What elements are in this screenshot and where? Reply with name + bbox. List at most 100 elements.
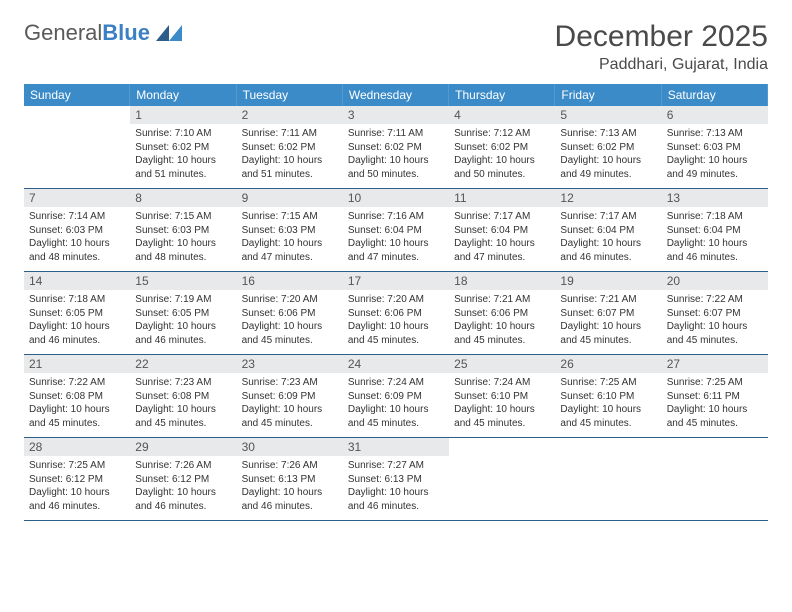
day-cell: 21Sunrise: 7:22 AMSunset: 6:08 PMDayligh… xyxy=(24,355,130,437)
day-cell: 26Sunrise: 7:25 AMSunset: 6:10 PMDayligh… xyxy=(555,355,661,437)
day-cell xyxy=(555,438,661,520)
logo-triangle-icon xyxy=(156,25,182,41)
dow-row: SundayMondayTuesdayWednesdayThursdayFrid… xyxy=(24,84,768,106)
daylight-line: Daylight: 10 hours and 45 minutes. xyxy=(454,320,550,347)
day-body: Sunrise: 7:25 AMSunset: 6:10 PMDaylight:… xyxy=(555,373,661,433)
day-cell: 15Sunrise: 7:19 AMSunset: 6:05 PMDayligh… xyxy=(130,272,236,354)
daylight-line: Daylight: 10 hours and 46 minutes. xyxy=(135,486,231,513)
day-number: 11 xyxy=(449,189,555,207)
day-number: 20 xyxy=(662,272,768,290)
day-cell: 31Sunrise: 7:27 AMSunset: 6:13 PMDayligh… xyxy=(343,438,449,520)
day-number: 6 xyxy=(662,106,768,124)
daylight-line: Daylight: 10 hours and 50 minutes. xyxy=(454,154,550,181)
day-number: 17 xyxy=(343,272,449,290)
daylight-line: Daylight: 10 hours and 46 minutes. xyxy=(560,237,656,264)
day-body: Sunrise: 7:26 AMSunset: 6:12 PMDaylight:… xyxy=(130,456,236,516)
sunset-line: Sunset: 6:06 PM xyxy=(242,307,338,321)
sunset-line: Sunset: 6:03 PM xyxy=(242,224,338,238)
sunset-line: Sunset: 6:04 PM xyxy=(667,224,763,238)
day-cell: 22Sunrise: 7:23 AMSunset: 6:08 PMDayligh… xyxy=(130,355,236,437)
daylight-line: Daylight: 10 hours and 48 minutes. xyxy=(135,237,231,264)
day-cell: 8Sunrise: 7:15 AMSunset: 6:03 PMDaylight… xyxy=(130,189,236,271)
day-body: Sunrise: 7:16 AMSunset: 6:04 PMDaylight:… xyxy=(343,207,449,267)
sunset-line: Sunset: 6:05 PM xyxy=(29,307,125,321)
sunset-line: Sunset: 6:02 PM xyxy=(135,141,231,155)
sunset-line: Sunset: 6:03 PM xyxy=(29,224,125,238)
day-cell: 16Sunrise: 7:20 AMSunset: 6:06 PMDayligh… xyxy=(237,272,343,354)
day-cell xyxy=(24,106,130,188)
daylight-line: Daylight: 10 hours and 45 minutes. xyxy=(135,403,231,430)
day-number: 31 xyxy=(343,438,449,456)
sunrise-line: Sunrise: 7:24 AM xyxy=(454,376,550,390)
daylight-line: Daylight: 10 hours and 46 minutes. xyxy=(348,486,444,513)
day-number: 12 xyxy=(555,189,661,207)
day-number: 25 xyxy=(449,355,555,373)
day-cell: 17Sunrise: 7:20 AMSunset: 6:06 PMDayligh… xyxy=(343,272,449,354)
day-number: 28 xyxy=(24,438,130,456)
day-number: 8 xyxy=(130,189,236,207)
day-number: 18 xyxy=(449,272,555,290)
day-cell: 20Sunrise: 7:22 AMSunset: 6:07 PMDayligh… xyxy=(662,272,768,354)
day-body: Sunrise: 7:15 AMSunset: 6:03 PMDaylight:… xyxy=(130,207,236,267)
daylight-line: Daylight: 10 hours and 49 minutes. xyxy=(667,154,763,181)
day-body: Sunrise: 7:27 AMSunset: 6:13 PMDaylight:… xyxy=(343,456,449,516)
day-cell xyxy=(662,438,768,520)
sunrise-line: Sunrise: 7:21 AM xyxy=(454,293,550,307)
dow-cell: Tuesday xyxy=(237,84,343,106)
daylight-line: Daylight: 10 hours and 51 minutes. xyxy=(242,154,338,181)
day-body: Sunrise: 7:21 AMSunset: 6:06 PMDaylight:… xyxy=(449,290,555,350)
day-cell: 27Sunrise: 7:25 AMSunset: 6:11 PMDayligh… xyxy=(662,355,768,437)
sunrise-line: Sunrise: 7:25 AM xyxy=(29,459,125,473)
day-cell: 25Sunrise: 7:24 AMSunset: 6:10 PMDayligh… xyxy=(449,355,555,437)
sunset-line: Sunset: 6:13 PM xyxy=(348,473,444,487)
day-number: 1 xyxy=(130,106,236,124)
day-body: Sunrise: 7:20 AMSunset: 6:06 PMDaylight:… xyxy=(237,290,343,350)
sunset-line: Sunset: 6:12 PM xyxy=(29,473,125,487)
day-cell: 13Sunrise: 7:18 AMSunset: 6:04 PMDayligh… xyxy=(662,189,768,271)
daylight-line: Daylight: 10 hours and 45 minutes. xyxy=(560,320,656,347)
day-body: Sunrise: 7:20 AMSunset: 6:06 PMDaylight:… xyxy=(343,290,449,350)
week-row: 21Sunrise: 7:22 AMSunset: 6:08 PMDayligh… xyxy=(24,355,768,438)
day-number: 10 xyxy=(343,189,449,207)
day-number: 14 xyxy=(24,272,130,290)
sunrise-line: Sunrise: 7:23 AM xyxy=(242,376,338,390)
calendar-page: GeneralBlue December 2025 Paddhari, Guja… xyxy=(0,0,792,541)
day-number: 7 xyxy=(24,189,130,207)
sunrise-line: Sunrise: 7:14 AM xyxy=(29,210,125,224)
sunset-line: Sunset: 6:02 PM xyxy=(454,141,550,155)
sunrise-line: Sunrise: 7:17 AM xyxy=(454,210,550,224)
sunset-line: Sunset: 6:10 PM xyxy=(454,390,550,404)
day-number: 2 xyxy=(237,106,343,124)
title-block: December 2025 Paddhari, Gujarat, India xyxy=(555,20,768,74)
day-number: 19 xyxy=(555,272,661,290)
day-number: 22 xyxy=(130,355,236,373)
sunset-line: Sunset: 6:10 PM xyxy=(560,390,656,404)
daylight-line: Daylight: 10 hours and 50 minutes. xyxy=(348,154,444,181)
day-body: Sunrise: 7:12 AMSunset: 6:02 PMDaylight:… xyxy=(449,124,555,184)
daylight-line: Daylight: 10 hours and 46 minutes. xyxy=(667,237,763,264)
sunset-line: Sunset: 6:08 PM xyxy=(29,390,125,404)
day-body: Sunrise: 7:24 AMSunset: 6:09 PMDaylight:… xyxy=(343,373,449,433)
daylight-line: Daylight: 10 hours and 47 minutes. xyxy=(242,237,338,264)
dow-cell: Sunday xyxy=(24,84,130,106)
day-cell: 10Sunrise: 7:16 AMSunset: 6:04 PMDayligh… xyxy=(343,189,449,271)
day-number: 23 xyxy=(237,355,343,373)
day-number: 26 xyxy=(555,355,661,373)
daylight-line: Daylight: 10 hours and 46 minutes. xyxy=(135,320,231,347)
sunset-line: Sunset: 6:07 PM xyxy=(667,307,763,321)
day-body: Sunrise: 7:11 AMSunset: 6:02 PMDaylight:… xyxy=(237,124,343,184)
day-cell: 14Sunrise: 7:18 AMSunset: 6:05 PMDayligh… xyxy=(24,272,130,354)
daylight-line: Daylight: 10 hours and 45 minutes. xyxy=(348,403,444,430)
sunrise-line: Sunrise: 7:22 AM xyxy=(667,293,763,307)
daylight-line: Daylight: 10 hours and 46 minutes. xyxy=(29,320,125,347)
sunrise-line: Sunrise: 7:16 AM xyxy=(348,210,444,224)
sunrise-line: Sunrise: 7:17 AM xyxy=(560,210,656,224)
header: GeneralBlue December 2025 Paddhari, Guja… xyxy=(24,20,768,74)
day-cell: 28 Sunrise: 7:25 AMSunset: 6:12 PMDayligh… xyxy=(24,438,130,520)
day-body: Sunrise: 7:22 AMSunset: 6:07 PMDaylight:… xyxy=(662,290,768,350)
day-cell: 11Sunrise: 7:17 AMSunset: 6:04 PMDayligh… xyxy=(449,189,555,271)
day-body: Sunrise: 7:19 AMSunset: 6:05 PMDaylight:… xyxy=(130,290,236,350)
day-body: Sunrise: 7:21 AMSunset: 6:07 PMDaylight:… xyxy=(555,290,661,350)
daylight-line: Daylight: 10 hours and 46 minutes. xyxy=(29,486,125,513)
day-number: 21 xyxy=(24,355,130,373)
